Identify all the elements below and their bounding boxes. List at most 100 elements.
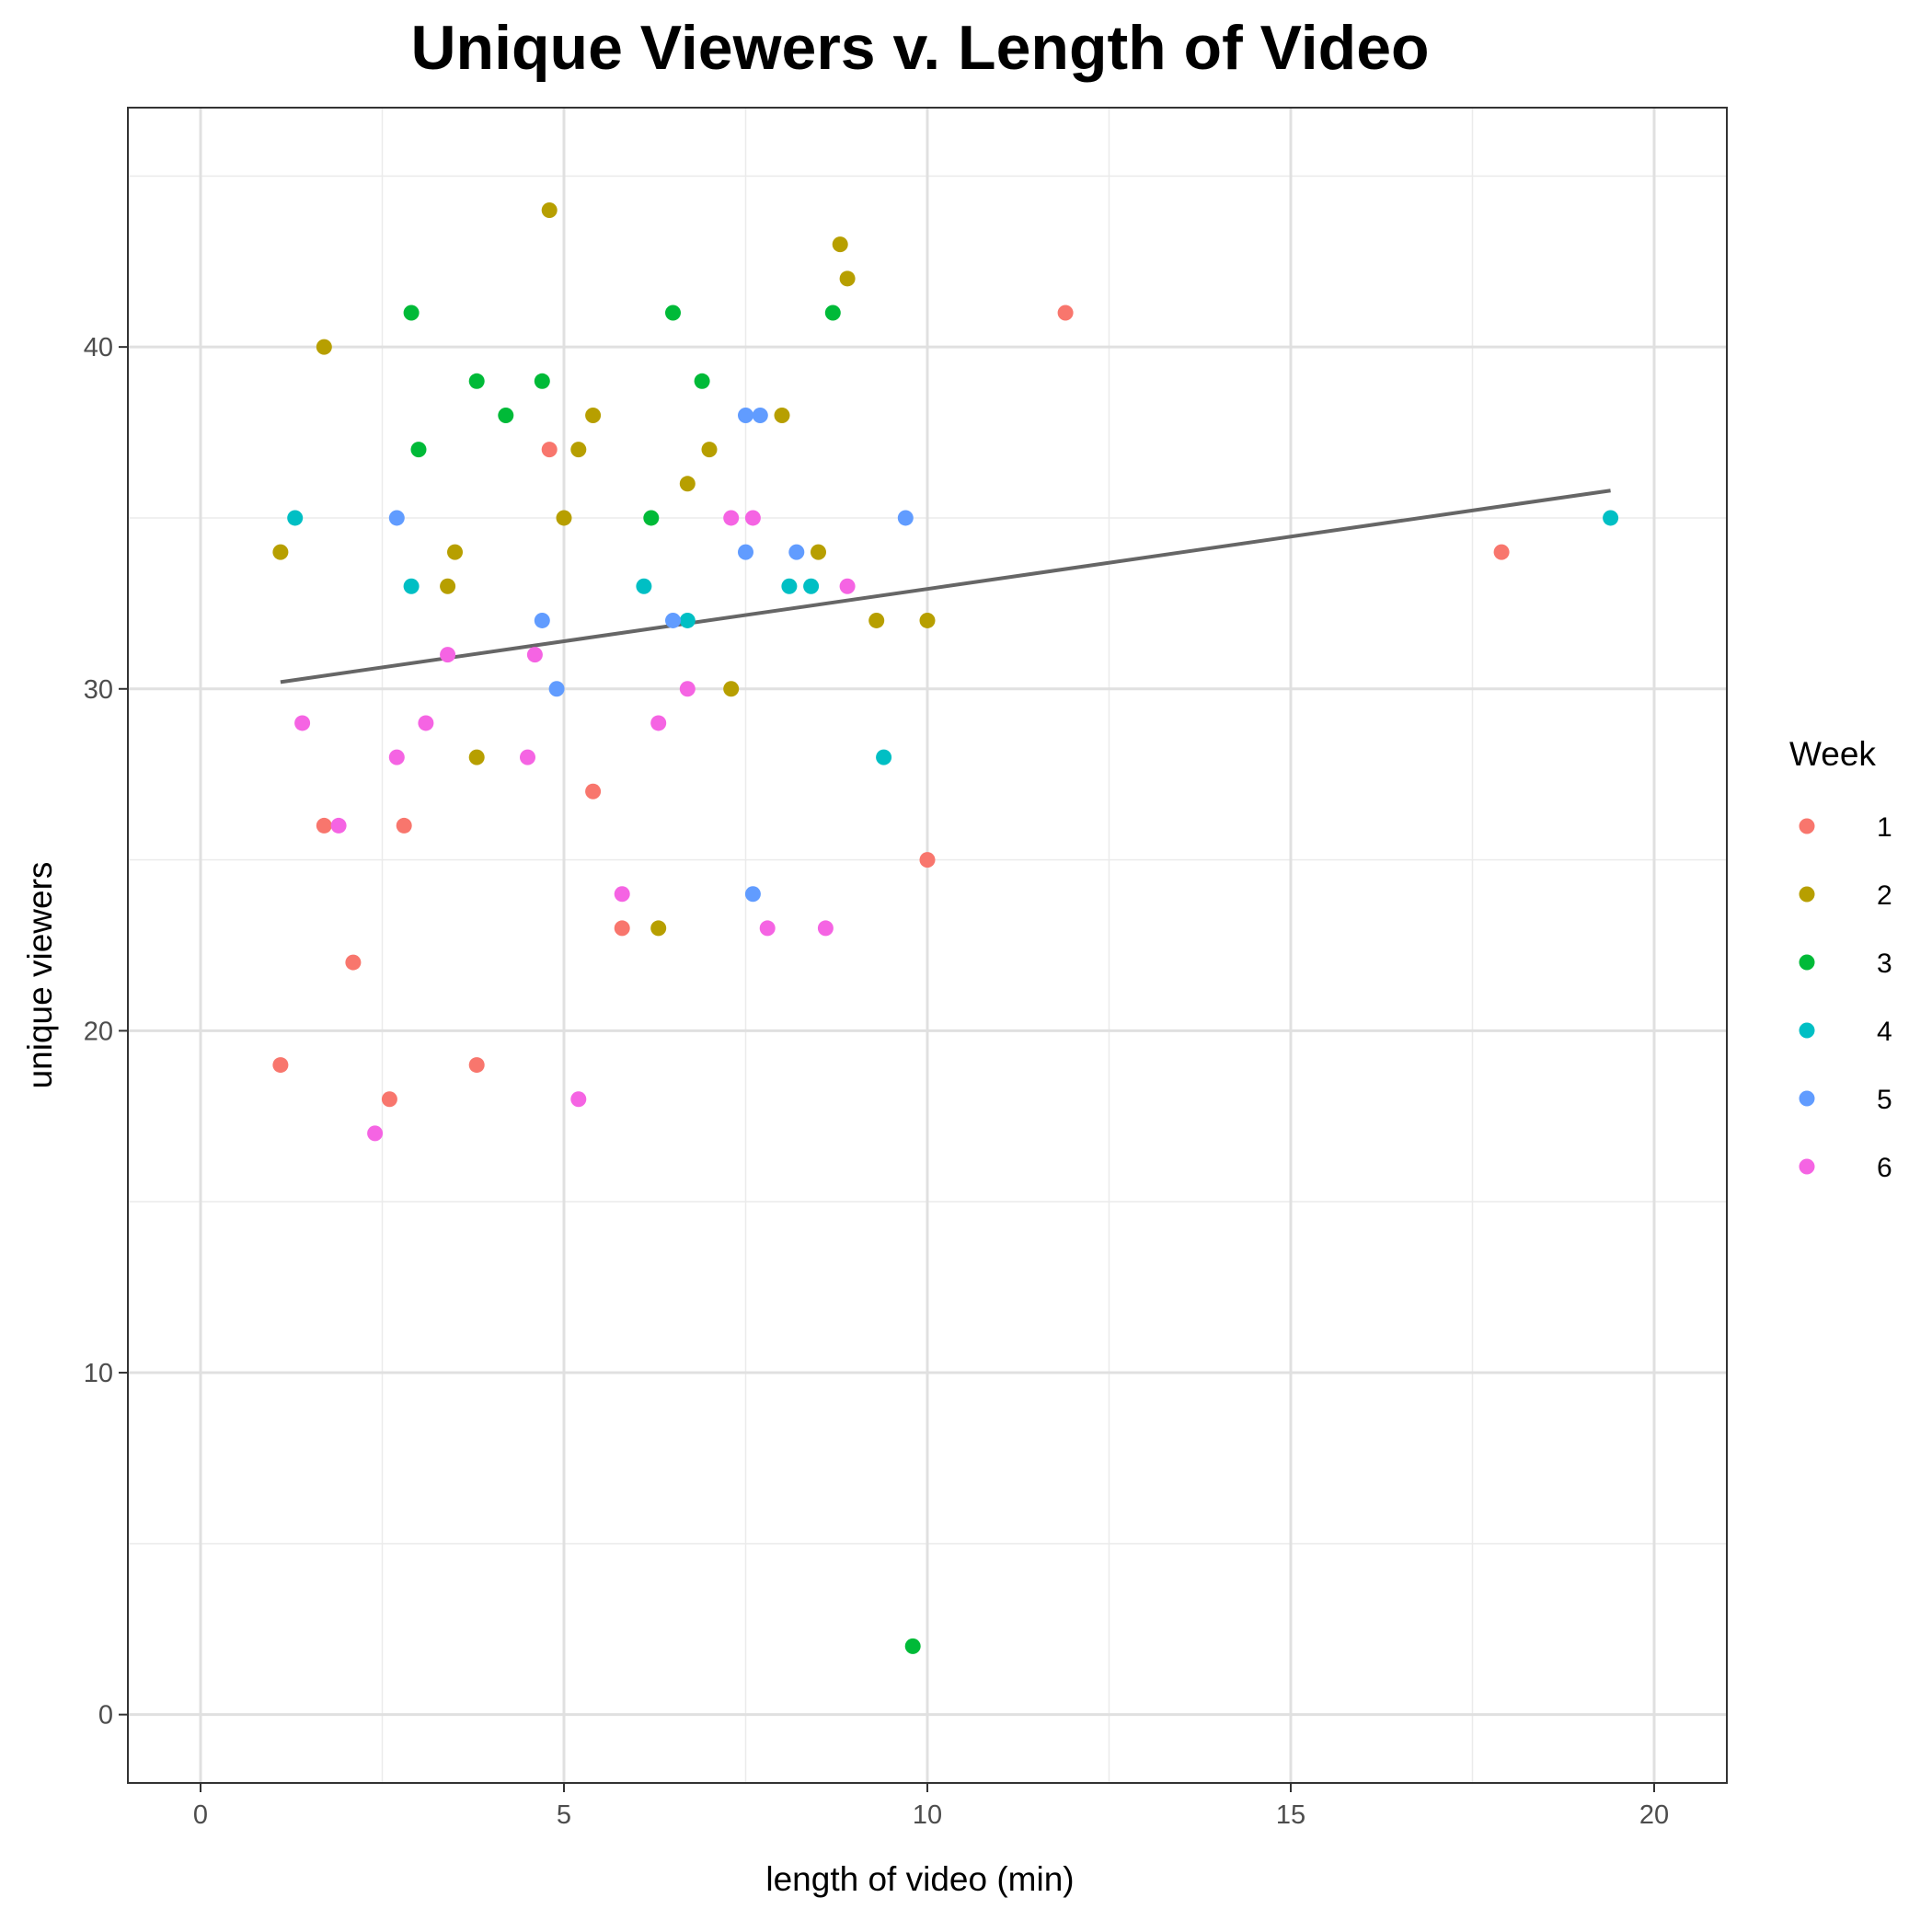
data-point-week-3 (403, 305, 420, 321)
data-point-week-1 (468, 1057, 485, 1074)
data-point-week-6 (440, 647, 456, 663)
data-point-week-3 (665, 305, 681, 321)
data-point-week-1 (1057, 305, 1074, 321)
data-point-week-4 (781, 578, 798, 594)
data-point-week-6 (367, 1125, 384, 1142)
data-point-week-2 (585, 407, 602, 423)
legend-key-week-4 (1799, 1022, 1815, 1039)
data-point-week-6 (294, 715, 311, 731)
legend-label-week-6: 6 (1877, 1153, 1892, 1183)
data-point-week-6 (614, 886, 630, 903)
data-point-week-3 (410, 442, 427, 458)
trendline (280, 489, 1611, 684)
data-point-week-2 (723, 681, 740, 697)
chart-title: Unique Viewers v. Length of Video (410, 13, 1429, 83)
data-point-week-1 (614, 920, 630, 937)
x-tick-label: 5 (557, 1800, 571, 1830)
y-tick-label: 10 (84, 1359, 113, 1388)
x-tick-label: 10 (913, 1800, 942, 1830)
data-point-week-5 (388, 510, 405, 526)
data-point-week-6 (526, 647, 543, 663)
data-point-week-6 (388, 749, 405, 765)
data-point-week-4 (876, 749, 892, 765)
data-point-week-3 (643, 510, 660, 526)
data-point-week-5 (752, 407, 768, 423)
legend-label-week-5: 5 (1877, 1085, 1892, 1115)
data-point-week-2 (839, 270, 856, 287)
legend-label-week-2: 2 (1877, 880, 1892, 911)
data-point-week-2 (774, 407, 790, 423)
data-point-week-6 (839, 578, 856, 594)
y-tick-label: 30 (84, 675, 113, 705)
y-tick-label: 40 (84, 333, 113, 362)
data-point-week-4 (636, 578, 652, 594)
y-axis-title: unique viewers (21, 862, 59, 1089)
legend-key-week-6 (1799, 1158, 1815, 1175)
data-point-week-3 (534, 373, 550, 389)
x-axis-title: length of video (min) (765, 1860, 1074, 1898)
data-point-week-2 (556, 510, 572, 526)
data-point-week-6 (817, 920, 834, 937)
data-point-week-3 (694, 373, 710, 389)
data-point-week-2 (701, 442, 718, 458)
data-point-week-4 (679, 612, 696, 628)
data-point-week-3 (904, 1638, 921, 1654)
data-point-week-6 (723, 510, 740, 526)
data-point-week-2 (447, 544, 463, 560)
data-points (272, 201, 1619, 1654)
data-point-week-1 (396, 817, 412, 834)
data-point-week-2 (811, 544, 826, 560)
data-point-week-3 (824, 305, 841, 321)
data-point-week-2 (440, 578, 456, 594)
data-point-week-6 (650, 715, 667, 731)
data-point-week-6 (418, 715, 434, 731)
data-point-week-1 (272, 1057, 289, 1074)
legend-items: 1 2 3 4 5 6 (1799, 812, 1892, 1183)
data-point-week-4 (287, 510, 304, 526)
major-gridlines (128, 108, 1727, 1783)
data-point-week-5 (744, 886, 761, 903)
data-point-week-2 (832, 236, 848, 253)
legend-key-week-1 (1799, 818, 1815, 834)
y-axis-ticks: 0 10 20 30 40 (84, 333, 128, 1731)
data-point-week-2 (679, 476, 696, 492)
data-point-week-5 (897, 510, 914, 526)
x-tick-label: 15 (1276, 1800, 1305, 1830)
data-point-week-1 (345, 954, 362, 971)
data-point-week-4 (403, 578, 420, 594)
data-point-week-5 (665, 612, 681, 628)
data-point-week-6 (679, 681, 696, 697)
legend-label-week-3: 3 (1877, 949, 1892, 979)
data-point-week-2 (272, 544, 289, 560)
data-point-week-2 (570, 442, 587, 458)
data-point-week-2 (868, 612, 885, 628)
y-tick-label: 0 (98, 1701, 113, 1731)
data-point-week-1 (381, 1091, 397, 1108)
legend-key-week-2 (1799, 886, 1815, 903)
legend-key-week-5 (1799, 1090, 1815, 1107)
legend-label-week-4: 4 (1877, 1017, 1892, 1047)
data-point-week-1 (541, 442, 558, 458)
legend-key-week-3 (1799, 954, 1815, 971)
legend-label-week-1: 1 (1877, 812, 1892, 843)
data-point-week-2 (541, 201, 558, 218)
data-point-week-1 (316, 817, 332, 834)
data-point-week-1 (585, 783, 602, 799)
data-point-week-6 (744, 510, 761, 526)
x-axis-ticks: 0 5 10 15 20 (193, 1783, 1669, 1830)
data-point-week-6 (759, 920, 776, 937)
x-tick-label: 0 (193, 1800, 208, 1830)
data-point-week-2 (316, 339, 332, 355)
data-point-week-5 (548, 681, 565, 697)
legend-title: Week (1789, 735, 1876, 773)
data-point-week-5 (738, 407, 753, 423)
data-point-week-2 (919, 612, 936, 628)
x-tick-label: 20 (1639, 1800, 1669, 1830)
data-point-week-4 (1603, 510, 1619, 526)
trendline-layer (280, 489, 1611, 684)
data-point-week-5 (534, 612, 550, 628)
data-point-week-2 (650, 920, 667, 937)
data-point-week-3 (468, 373, 485, 389)
data-point-week-3 (498, 407, 514, 423)
data-point-week-1 (919, 852, 936, 868)
